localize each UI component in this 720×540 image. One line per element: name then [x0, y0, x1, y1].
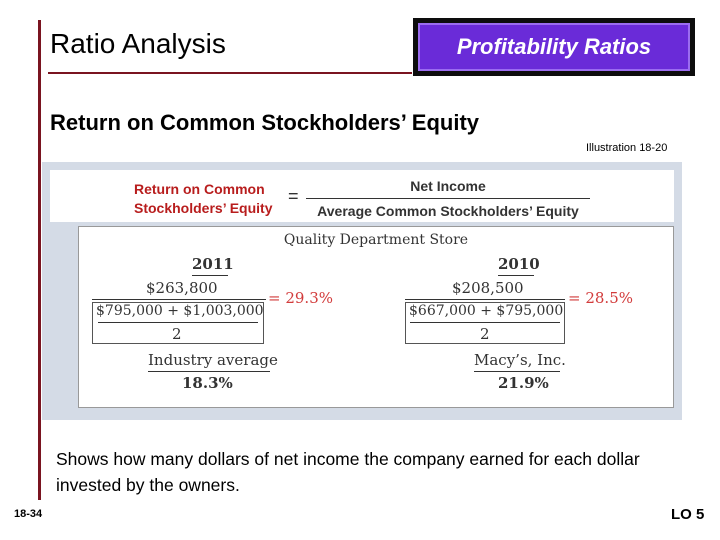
result-2011: = 29.3% [268, 289, 333, 307]
numerator-2011: $263,800 [146, 279, 218, 297]
formula-ratio-name-line2: Stockholders’ Equity [134, 200, 273, 216]
numerator-2010: $208,500 [452, 279, 524, 297]
topic-badge-label: Profitability Ratios [418, 23, 690, 71]
fraction-line-2010 [405, 299, 565, 300]
denominator-2011: $795,000 + $1,003,000 [96, 303, 264, 319]
title-underline [48, 72, 412, 74]
formula-equals: = [288, 186, 299, 206]
formula-ratio-name: Return on Common Stockholders’ Equity [134, 180, 272, 218]
compare-underline-2011 [148, 371, 270, 372]
divisor-2010: 2 [480, 325, 490, 343]
slide-title: Ratio Analysis [50, 28, 226, 59]
inner-line-2011 [98, 322, 258, 323]
year-2011-underline [192, 275, 228, 276]
inner-line-2010 [410, 322, 560, 323]
illustration-reference: Illustration 18-20 [586, 142, 668, 154]
formula-box [50, 170, 674, 222]
formula-fraction-line [306, 198, 590, 199]
compare-label-2010: Macy’s, Inc. [474, 351, 566, 369]
compare-value-2011: 18.3% [182, 374, 233, 392]
year-2011-label: 2011 [192, 255, 234, 273]
compare-value-2010: 21.9% [498, 374, 549, 392]
compare-label-2011: Industry average [148, 351, 278, 369]
denominator-bracket-2010 [405, 302, 565, 344]
formula-ratio-name-line1: Return on Common [134, 181, 265, 197]
learning-objective: LO 5 [671, 506, 705, 523]
denominator-2010: $667,000 + $795,000 [409, 303, 564, 319]
formula-numerator: Net Income [410, 178, 486, 194]
example-company: Quality Department Store [283, 232, 469, 248]
year-2010-label: 2010 [498, 255, 540, 273]
description-text: Shows how many dollars of net income the… [56, 449, 640, 495]
denominator-bracket-2011 [92, 302, 264, 344]
divisor-2011: 2 [172, 325, 182, 343]
year-2010-underline [498, 275, 534, 276]
topic-badge: Profitability Ratios [413, 18, 695, 76]
slide-number: 18-34 [14, 508, 43, 520]
formula-denominator: Average Common Stockholders’ Equity [317, 203, 579, 219]
compare-underline-2010 [474, 371, 560, 372]
fraction-line-2011 [92, 299, 266, 300]
example-box [78, 226, 674, 408]
slide-subtitle: Return on Common Stockholders’ Equity [50, 110, 480, 135]
left-accent-bar [38, 20, 41, 500]
result-2010: = 28.5% [568, 289, 633, 307]
